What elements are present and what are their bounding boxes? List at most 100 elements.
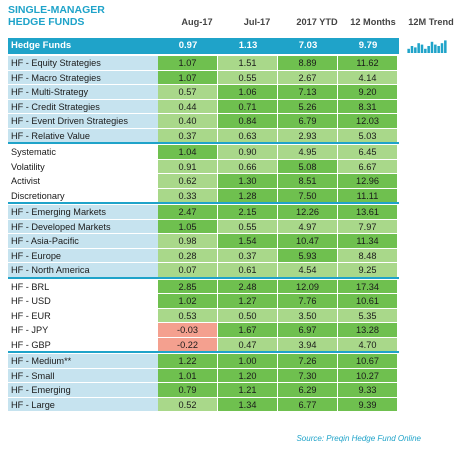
table-row: HF - North America 0.07 0.61 4.54 9.25 bbox=[8, 263, 399, 278]
table-row: HF - Equity Strategies 1.07 1.51 8.89 11.62 bbox=[8, 56, 399, 71]
value-cell: 9.20 bbox=[338, 85, 398, 100]
page-title: SINGLE-MANAGER HEDGE FUNDS bbox=[8, 4, 105, 28]
table-row: HF - USD 1.02 1.27 7.76 10.61 bbox=[8, 294, 399, 309]
value-cell: 7.13 bbox=[278, 85, 338, 100]
trend-bar bbox=[414, 47, 417, 53]
table-row: HF - Large 0.52 1.34 6.77 9.39 bbox=[8, 397, 399, 412]
value-cell: 1.51 bbox=[218, 56, 278, 71]
value-cell: 7.97 bbox=[338, 219, 398, 234]
value-cell: 8.51 bbox=[278, 174, 338, 189]
value-cell: 1.54 bbox=[218, 234, 278, 249]
value-cell: 0.90 bbox=[218, 145, 278, 160]
value-cell: 0.40 bbox=[158, 114, 218, 129]
table-row: HF - Emerging 0.79 1.21 6.29 9.33 bbox=[8, 383, 399, 398]
column-header-12m: 12 Months bbox=[350, 17, 396, 27]
value-cell: 2.85 bbox=[158, 279, 218, 294]
value-cell: 4.95 bbox=[278, 145, 338, 160]
row-label: HF - Developed Markets bbox=[8, 219, 158, 234]
value-cell: -0.22 bbox=[158, 337, 218, 352]
value-cell: 11.62 bbox=[338, 56, 398, 71]
value-cell: 4.70 bbox=[338, 337, 398, 352]
value-cell: 0.62 bbox=[158, 174, 218, 189]
row-label: Discretionary bbox=[8, 188, 158, 203]
value-cell: 1.07 bbox=[158, 70, 218, 85]
row-label: Activist bbox=[8, 174, 158, 189]
table-row: HF - Asia-Pacific 0.98 1.54 10.47 11.34 bbox=[8, 234, 399, 249]
row-label: HF - Large bbox=[8, 397, 158, 412]
value-cell: 1.34 bbox=[218, 397, 278, 412]
value-cell: 10.27 bbox=[338, 368, 398, 383]
value-cell: 6.97 bbox=[278, 323, 338, 338]
value-cell: 5.26 bbox=[278, 99, 338, 114]
value-cell: 1.07 bbox=[158, 56, 218, 71]
value-cell: 5.35 bbox=[338, 308, 398, 323]
row-label: HF - Medium** bbox=[8, 354, 158, 369]
table-row: HF - Event Driven Strategies 0.40 0.84 6.79… bbox=[8, 114, 399, 129]
row-label: HF - Relative Value bbox=[8, 128, 158, 143]
headline-value: 7.03 bbox=[298, 40, 318, 51]
value-cell: 8.89 bbox=[278, 56, 338, 71]
value-cell: 6.29 bbox=[278, 383, 338, 398]
row-label: HF - Event Driven Strategies bbox=[8, 114, 158, 129]
title-line-1: SINGLE-MANAGER bbox=[8, 4, 105, 16]
column-header-aug: Aug-17 bbox=[181, 17, 213, 27]
value-cell: 1.21 bbox=[218, 383, 278, 398]
row-label: HF - JPY bbox=[8, 323, 158, 338]
value-cell: 5.03 bbox=[338, 128, 398, 143]
value-cell: 8.48 bbox=[338, 248, 398, 263]
row-label: Systematic bbox=[8, 145, 158, 160]
row-label: HF - Small bbox=[8, 368, 158, 383]
row-label: HF - GBP bbox=[8, 337, 158, 352]
value-cell: 0.37 bbox=[218, 248, 278, 263]
value-cell: 4.54 bbox=[278, 263, 338, 278]
trend-bar bbox=[427, 46, 430, 53]
headline-row: Hedge Funds 0.97 1.13 7.03 9.79 bbox=[8, 38, 399, 54]
table-row: HF - Europe 0.28 0.37 5.93 8.48 bbox=[8, 248, 399, 263]
trend-bar bbox=[424, 48, 427, 53]
value-cell: 1.28 bbox=[218, 188, 278, 203]
value-cell: 3.50 bbox=[278, 308, 338, 323]
table-row: Systematic 1.04 0.90 4.95 6.45 bbox=[8, 145, 399, 160]
table-row: Volatility 0.91 0.66 5.08 6.67 bbox=[8, 159, 399, 174]
value-cell: 13.28 bbox=[338, 323, 398, 338]
value-cell: 17.34 bbox=[338, 279, 398, 294]
table-row: HF - Credit Strategies 0.44 0.71 5.26 8.31 bbox=[8, 99, 399, 114]
value-cell: 7.26 bbox=[278, 354, 338, 369]
row-label: HF - Macro Strategies bbox=[8, 70, 158, 85]
row-label: HF - EUR bbox=[8, 308, 158, 323]
trend-bar bbox=[410, 46, 414, 53]
value-cell: 0.44 bbox=[158, 99, 218, 114]
value-cell: 3.94 bbox=[278, 337, 338, 352]
value-cell: 6.67 bbox=[338, 159, 398, 174]
group-divider bbox=[8, 142, 399, 144]
table-row: HF - GBP -0.22 0.47 3.94 4.70 bbox=[8, 337, 399, 352]
value-cell: 12.09 bbox=[278, 279, 338, 294]
table-row: Activist 0.62 1.30 8.51 12.96 bbox=[8, 174, 399, 189]
value-cell: -0.03 bbox=[158, 323, 218, 338]
value-cell: 9.25 bbox=[338, 263, 398, 278]
column-header-jul: Jul-17 bbox=[243, 17, 271, 27]
value-cell: 4.97 bbox=[278, 219, 338, 234]
value-cell: 13.61 bbox=[338, 205, 398, 220]
headline-value: 9.79 bbox=[358, 40, 378, 51]
table-row: HF - EUR 0.53 0.50 3.50 5.35 bbox=[8, 308, 399, 323]
value-cell: 0.50 bbox=[218, 308, 278, 323]
value-cell: 1.01 bbox=[158, 368, 218, 383]
table-row: HF - Developed Markets 1.05 0.55 4.97 7.97 bbox=[8, 219, 399, 234]
value-cell: 11.34 bbox=[338, 234, 398, 249]
value-cell: 0.37 bbox=[158, 128, 218, 143]
value-cell: 6.79 bbox=[278, 114, 338, 129]
value-cell: 1.27 bbox=[218, 294, 278, 309]
row-label: HF - Equity Strategies bbox=[8, 56, 158, 71]
row-label: HF - Emerging Markets bbox=[8, 205, 158, 220]
column-header-ytd: 2017 YTD bbox=[296, 17, 338, 27]
value-cell: 1.22 bbox=[158, 354, 218, 369]
value-cell: 1.20 bbox=[218, 368, 278, 383]
table-row: HF - Small 1.01 1.20 7.30 10.27 bbox=[8, 368, 399, 383]
table-row: HF - JPY -0.03 1.67 6.97 13.28 bbox=[8, 323, 399, 338]
trend-bar bbox=[440, 43, 444, 53]
value-cell: 0.61 bbox=[218, 263, 278, 278]
trend-bar bbox=[407, 48, 410, 53]
value-cell: 2.48 bbox=[218, 279, 278, 294]
title-line-2: HEDGE FUNDS bbox=[8, 16, 85, 28]
